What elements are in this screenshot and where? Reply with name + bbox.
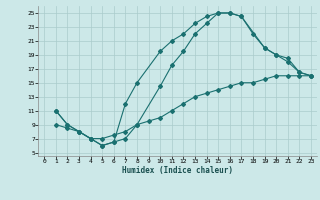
- X-axis label: Humidex (Indice chaleur): Humidex (Indice chaleur): [122, 166, 233, 175]
